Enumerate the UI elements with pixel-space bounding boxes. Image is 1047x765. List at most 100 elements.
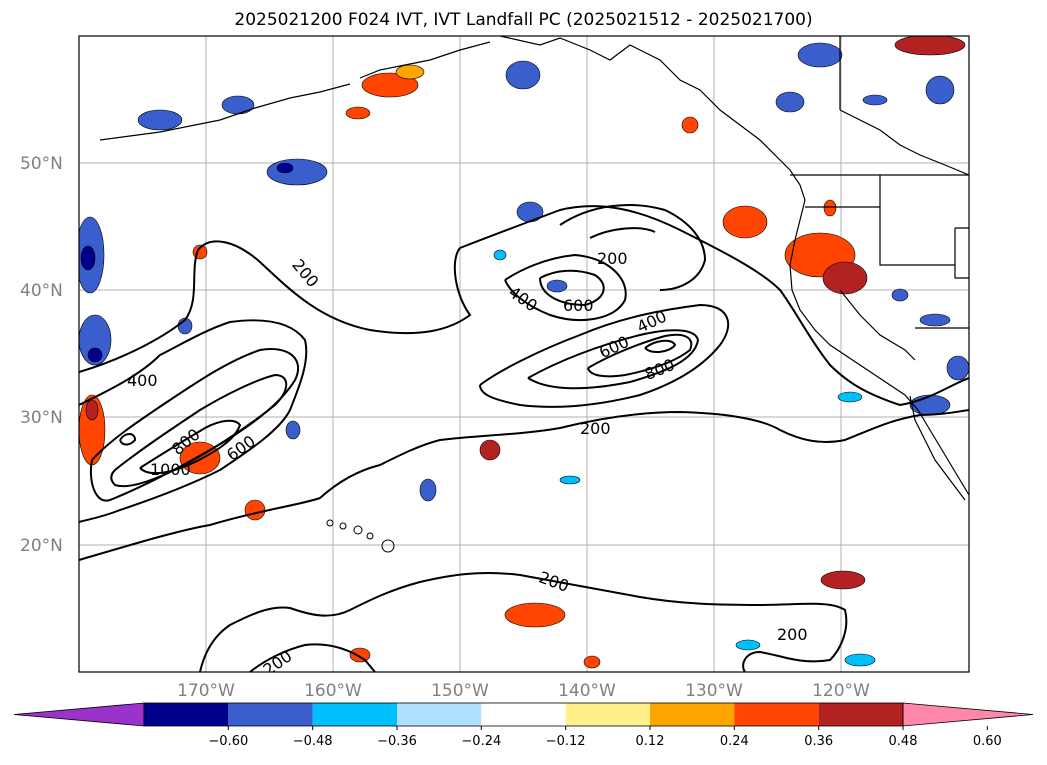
pc-blob-negative [505,60,541,90]
pc-blob-negative [80,245,96,271]
pc-blob-negative [735,639,761,651]
colorbar-segment [481,703,566,726]
pc-blob-positive [361,72,419,98]
pc-blob-positive [85,399,99,421]
contour-label: 400 [127,371,158,390]
pc-blob-positive [823,199,837,217]
lon-label: 170°W [177,681,235,701]
ivt-contour-600 [90,348,300,502]
ivt-contour-200 [249,643,376,672]
ivt-contours [79,204,969,672]
colorbar-tick-label: −0.24 [461,734,501,749]
ivt-contour-400 [479,303,730,408]
colorbar-tick-label: −0.36 [377,734,417,749]
pc-blob-negative [844,653,876,667]
pc-blob-positive [822,261,868,295]
pc-blob-positive [722,205,768,239]
pc-blob-positive [820,570,866,590]
pc-blob-positive [504,602,566,628]
lon-label: 120°W [812,681,870,701]
pc-blob-negative [493,249,507,261]
colorbar-tick-label: −0.60 [208,734,248,749]
contour-label: 200 [580,419,611,438]
colorbar-extend-max [902,702,1034,727]
pc-blob-negative [221,95,255,115]
coastlines [99,36,969,501]
pc-blob-negative [285,420,301,440]
ivt-contour-800 [587,333,693,378]
map-title: 2025021200 F024 IVT, IVT Landfall PC (20… [234,10,813,30]
pc-blob-negative [891,288,909,302]
pc-blob-negative [919,313,951,327]
colorbar-segment [312,703,397,726]
ivt-contour-200 [79,409,969,561]
lon-label: 140°W [558,681,616,701]
colorbar-tick-label: 0.36 [804,734,833,749]
ivt-contour-200 [79,205,969,407]
colorbar-tick-label: 0.12 [636,734,665,749]
pc-blob-negative [266,158,328,186]
pc-blob-positive [894,36,966,56]
pc-blob-negative [137,109,183,131]
lat-label: 20°N [20,536,63,556]
colorbar-segment [228,703,313,726]
colorbar-tick-label: 0.24 [720,734,749,749]
pc-blob-negative [559,475,581,485]
colorbar-tick-label: 0.60 [973,734,1002,749]
pc-blob-positive [583,655,601,669]
map-plot-area: 200 200 200 200 200 200 400 400 400 600 … [79,36,969,672]
lon-label: 160°W [304,681,362,701]
lon-label: 130°W [685,681,743,701]
ivt-contour-closed [644,339,677,353]
ivt-contour-400 [504,253,627,321]
lon-axis-labels: 170°W 160°W 150°W 140°W 130°W 120°W [177,681,870,701]
pc-blob-negative [79,314,112,366]
colorbar-tick-label: −0.48 [293,734,333,749]
lat-label: 40°N [20,281,63,301]
ivt-landfall-pc-shading [79,36,969,669]
contour-label: 1000 [150,460,191,479]
pc-blob-negative [516,201,544,223]
colorbar-tick-label: 0.48 [889,734,918,749]
pc-blob-negative [837,391,863,403]
ivt-contour-400 [79,319,308,523]
pc-blob-negative [862,94,888,106]
lon-label: 150°W [431,681,489,701]
colorbar: −0.60 −0.48 −0.36 −0.24 −0.12 0.12 0.24 0.36 0.4… [13,702,1034,749]
ivt-contour-1000 [139,419,242,475]
ivt-contour-200 [199,571,848,672]
colorbar-extend-min [13,702,145,727]
lat-label: 30°N [20,408,63,428]
pc-blob-positive [349,647,371,663]
ivt-contour-800 [110,373,288,488]
ivt-contour-closed [119,433,137,446]
pc-blob-negative [87,347,103,363]
pc-blob-positive [345,106,371,120]
pc-blob-negative [276,162,294,174]
gridlines [79,36,969,672]
pc-blob-negative [546,279,568,293]
colorbar-segment [818,703,903,726]
contour-label: 600 [563,296,594,315]
map-frame [78,35,970,673]
colorbar-frame [143,702,904,727]
pc-blob-negative [797,42,843,68]
lat-axis-labels: 50°N 40°N 30°N 20°N [20,154,63,556]
colorbar-segment [650,703,735,726]
pc-blob-negative [909,394,951,416]
pc-blob-negative [925,75,955,105]
hawaiian-islands [326,519,395,553]
lat-label: 50°N [20,154,63,174]
ivt-contour-400 [559,204,707,291]
contour-label: 200 [597,249,628,268]
pc-blob-positive [244,499,266,521]
pc-blob-positive [395,64,425,80]
colorbar-segment [565,703,650,726]
pc-blob-negative [775,91,805,113]
pc-blob-negative [946,355,969,381]
colorbar-segment [397,703,482,726]
colorbar-tick-label: −0.12 [546,734,586,749]
pc-blob-positive [479,439,501,461]
colorbar-segment [144,703,229,726]
